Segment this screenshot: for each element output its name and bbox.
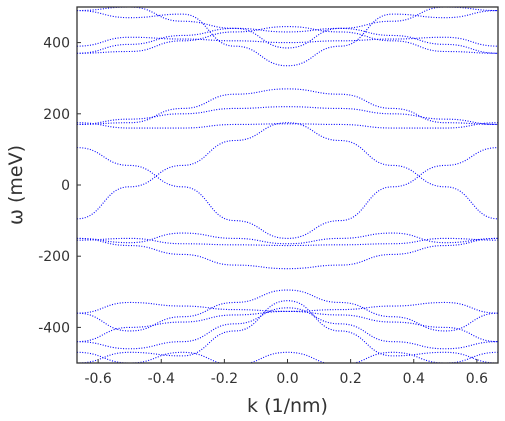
y-tick-label: -200 — [38, 249, 70, 265]
y-tick-label: 400 — [43, 36, 70, 52]
y-tick-label: 0 — [61, 178, 70, 194]
x-tick-label: -0.6 — [84, 371, 111, 387]
band-16 — [77, 27, 498, 54]
band-3 — [77, 88, 498, 126]
ticks-layer: -0.6 -0.4 -0.2 0.0 0.2 0.4 0.6 -400 -200 0 200 400 — [38, 36, 488, 387]
band-4 — [77, 106, 498, 126]
x-tick-label: -0.2 — [211, 371, 238, 387]
band-7 — [77, 232, 498, 245]
band-6 — [77, 237, 498, 247]
band-2 — [77, 122, 498, 220]
x-tick-label: 0.2 — [339, 371, 361, 387]
x-tick-label: 0.6 — [466, 371, 488, 387]
band-11 — [77, 310, 498, 343]
band-13 — [77, 300, 498, 363]
y-tick-label: -400 — [38, 320, 70, 336]
band-12 — [77, 307, 498, 350]
x-tick-label: -0.4 — [148, 371, 175, 387]
x-tick-label: 0.0 — [276, 371, 298, 387]
band-19 — [77, 7, 498, 33]
band-8 — [77, 237, 498, 270]
band-18 — [77, 10, 498, 67]
series-layer — [77, 7, 498, 363]
band-17 — [77, 36, 498, 47]
x-tick-label: 0.4 — [403, 371, 425, 387]
plot-frame — [76, 6, 499, 364]
y-axis-label: ω (meV) — [5, 145, 27, 225]
band-14 — [77, 351, 498, 363]
y-tick-label: 200 — [43, 107, 70, 123]
x-axis-label: k (1/nm) — [247, 395, 328, 417]
band-10 — [77, 289, 498, 332]
band-15 — [77, 26, 498, 54]
band-1 — [77, 147, 498, 239]
band-5 — [77, 122, 498, 129]
